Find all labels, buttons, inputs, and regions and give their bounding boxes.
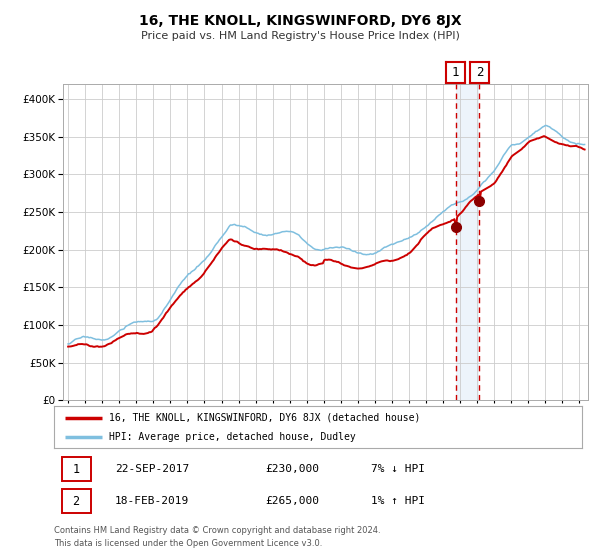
Text: £265,000: £265,000 (265, 496, 319, 506)
Text: £230,000: £230,000 (265, 464, 319, 474)
Text: 2: 2 (476, 66, 483, 79)
Text: 1: 1 (452, 66, 460, 79)
Text: 7% ↓ HPI: 7% ↓ HPI (371, 464, 425, 474)
Text: 16, THE KNOLL, KINGSWINFORD, DY6 8JX (detached house): 16, THE KNOLL, KINGSWINFORD, DY6 8JX (de… (109, 413, 421, 423)
FancyBboxPatch shape (62, 489, 91, 514)
Text: 1% ↑ HPI: 1% ↑ HPI (371, 496, 425, 506)
Text: Price paid vs. HM Land Registry's House Price Index (HPI): Price paid vs. HM Land Registry's House … (140, 31, 460, 41)
Text: 2: 2 (73, 494, 80, 508)
Text: 22-SEP-2017: 22-SEP-2017 (115, 464, 189, 474)
Text: 1: 1 (73, 463, 80, 475)
FancyBboxPatch shape (62, 457, 91, 481)
Text: HPI: Average price, detached house, Dudley: HPI: Average price, detached house, Dudl… (109, 432, 356, 442)
Text: This data is licensed under the Open Government Licence v3.0.: This data is licensed under the Open Gov… (54, 539, 322, 548)
Bar (455, 84, 479, 400)
Text: 16, THE KNOLL, KINGSWINFORD, DY6 8JX: 16, THE KNOLL, KINGSWINFORD, DY6 8JX (139, 14, 461, 28)
Text: Contains HM Land Registry data © Crown copyright and database right 2024.: Contains HM Land Registry data © Crown c… (54, 526, 380, 535)
Text: 18-FEB-2019: 18-FEB-2019 (115, 496, 189, 506)
